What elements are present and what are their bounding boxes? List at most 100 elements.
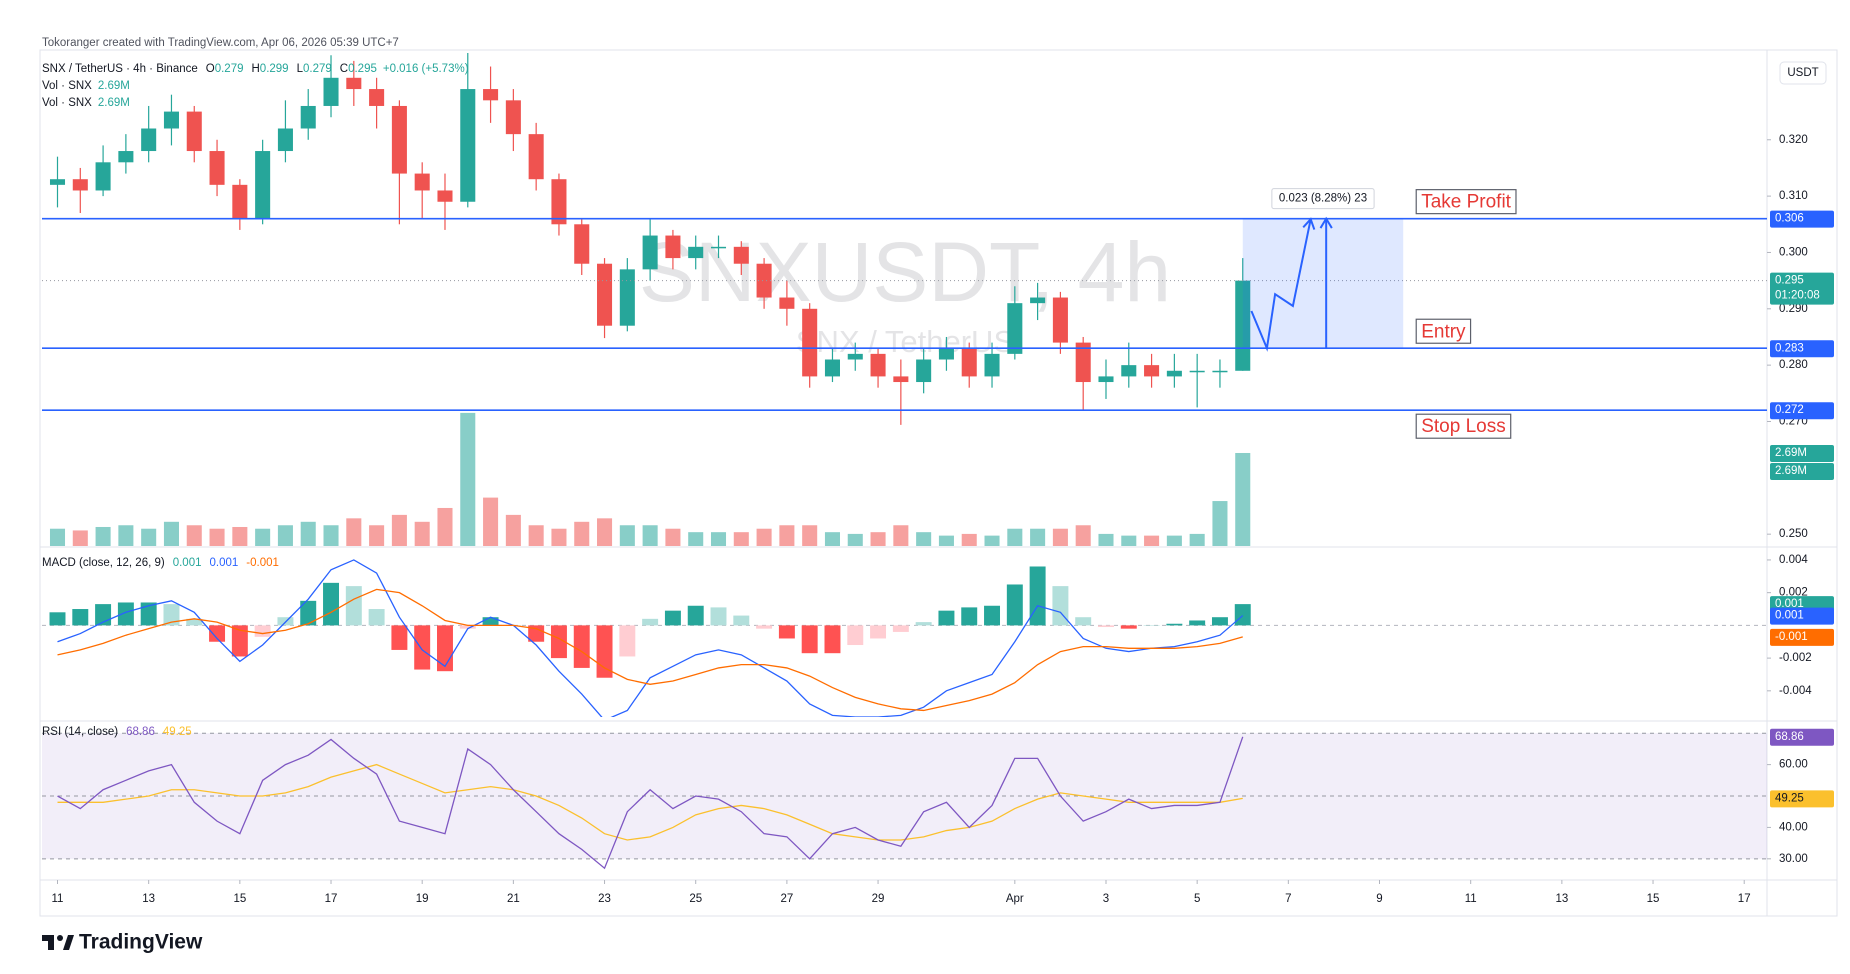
- x-tick-label: 3: [1103, 893, 1109, 905]
- legend: SNX / TetherUS · 4h · Binance O0.279 H0.29…: [42, 63, 469, 75]
- candle-body: [505, 100, 521, 135]
- volume-bar: [95, 526, 111, 546]
- currency: USDT: [1787, 67, 1818, 79]
- volume-bar: [209, 528, 225, 546]
- macd-histogram-bar: [117, 602, 134, 626]
- volume-bar: [642, 525, 658, 546]
- arrow-head: [1319, 216, 1333, 229]
- logo-text: TradingView: [79, 931, 203, 954]
- volume-bar: [1121, 535, 1137, 546]
- macd-histogram-bar: [528, 625, 545, 642]
- volume-bar: [779, 525, 795, 546]
- macd-histogram-bar: [619, 625, 636, 657]
- currency-box: [1779, 61, 1827, 85]
- x-tick-label: 9: [1376, 893, 1382, 905]
- level-badge-bg: [1770, 340, 1834, 358]
- macd-histogram-bar: [642, 618, 659, 626]
- candle-body: [163, 111, 179, 129]
- level-label: Stop Loss: [1421, 416, 1506, 437]
- macd-badge: -0.001: [1775, 631, 1808, 643]
- candle-body: [756, 263, 772, 298]
- volume-badge: 2.69M: [1775, 465, 1807, 477]
- legend-ohlc-prefix: O: [206, 63, 215, 75]
- candle-body: [1144, 365, 1160, 377]
- logo: [42, 935, 74, 950]
- volume-bar: [824, 532, 840, 546]
- x-tick-label: 7: [1285, 893, 1291, 905]
- x-tick-label: 13: [142, 893, 155, 905]
- volume-bar: [1098, 533, 1114, 546]
- candle-body: [437, 190, 453, 202]
- volume-bar: [688, 532, 704, 546]
- level-badge: 0.272: [1775, 404, 1804, 416]
- candle-body: [893, 376, 909, 383]
- volume-legend-name: Vol · SNX: [42, 97, 92, 109]
- macd-histogram-bar: [984, 605, 1001, 626]
- candle-body: [232, 184, 248, 219]
- volume-bar: [938, 535, 954, 546]
- macd-histogram-bar: [1029, 566, 1046, 626]
- macd-histogram-bar: [801, 625, 818, 654]
- legend-change: +0.016 (+5.73%): [383, 63, 469, 75]
- x-tick-label: 13: [1555, 893, 1568, 905]
- x-tick-label: 11: [1465, 893, 1477, 905]
- legend-title: SNX / TetherUS · 4h · Binance: [42, 63, 198, 75]
- legend-ohlc-value: 0.279: [215, 63, 244, 75]
- volume-legend-value: 2.69M: [98, 97, 130, 109]
- chart-frame: [39, 49, 1838, 917]
- volume-bar: [1052, 528, 1068, 546]
- last-price-badge-bg: [1770, 272, 1834, 305]
- y-tick-label: 0.002: [1779, 587, 1808, 599]
- macd-histogram-bar: [140, 602, 157, 626]
- rsi-pane: [42, 732, 1767, 870]
- x-tick-label: 27: [780, 893, 793, 905]
- volume-bar: [574, 521, 590, 546]
- macd-histogram-bar: [209, 625, 226, 642]
- rsi-legend-title: RSI (14, close): [42, 726, 118, 738]
- y-tick-label: 0.290: [1779, 303, 1808, 315]
- macd-line: [57, 559, 1244, 717]
- volume-bar: [916, 532, 932, 546]
- macd-badge-bg: [1770, 607, 1834, 625]
- macd-legend-title: MACD (close, 12, 26, 9): [42, 557, 165, 569]
- volume-bar: [483, 497, 499, 546]
- rsi-band: [42, 733, 1767, 859]
- macd-histogram-bar: [710, 607, 727, 626]
- volume-bar: [665, 528, 681, 546]
- x-tick-label: 29: [872, 893, 885, 905]
- macd-histogram-bar: [847, 625, 864, 646]
- macd-histogram-bar: [1166, 623, 1183, 626]
- macd-legend-value: 0.001: [210, 557, 239, 569]
- candle-body: [1212, 370, 1228, 373]
- candle-body: [300, 105, 316, 129]
- candle-body: [802, 308, 818, 377]
- price-pane: [49, 53, 1251, 546]
- volume-bar: [961, 533, 977, 546]
- candle-body: [95, 162, 111, 191]
- volume-bar: [118, 525, 134, 546]
- volume-legend: Vol · SNX 2.69M: [42, 97, 130, 109]
- volume-bar: [346, 518, 362, 546]
- macd-badge: 0.001: [1775, 610, 1804, 622]
- volume-badge-bg: [1770, 444, 1834, 462]
- candle-body: [574, 224, 590, 264]
- macd-badge: 0.001: [1775, 598, 1804, 610]
- volume-bar: [437, 507, 453, 546]
- macd-histogram-bar: [664, 610, 681, 626]
- macd-histogram-bar: [550, 625, 567, 659]
- x-tick-label: 17: [1738, 893, 1751, 905]
- candle-body: [460, 89, 476, 202]
- arrow-head: [1302, 217, 1316, 230]
- volume-bar: [1144, 535, 1160, 546]
- y-tick-label: 0.320: [1779, 134, 1808, 146]
- volume-legend: Vol · SNX 2.69M: [42, 80, 130, 92]
- x-tick-label: 23: [598, 893, 611, 905]
- candle-body: [710, 246, 727, 249]
- level-label: Entry: [1421, 321, 1466, 342]
- macd-legend: MACD (close, 12, 26, 9) 0.001 0.001 -0.001: [42, 557, 279, 569]
- candle-body: [255, 151, 271, 219]
- candle-body: [1075, 342, 1091, 383]
- candle-body: [414, 173, 430, 191]
- macd-histogram-bar: [938, 610, 955, 626]
